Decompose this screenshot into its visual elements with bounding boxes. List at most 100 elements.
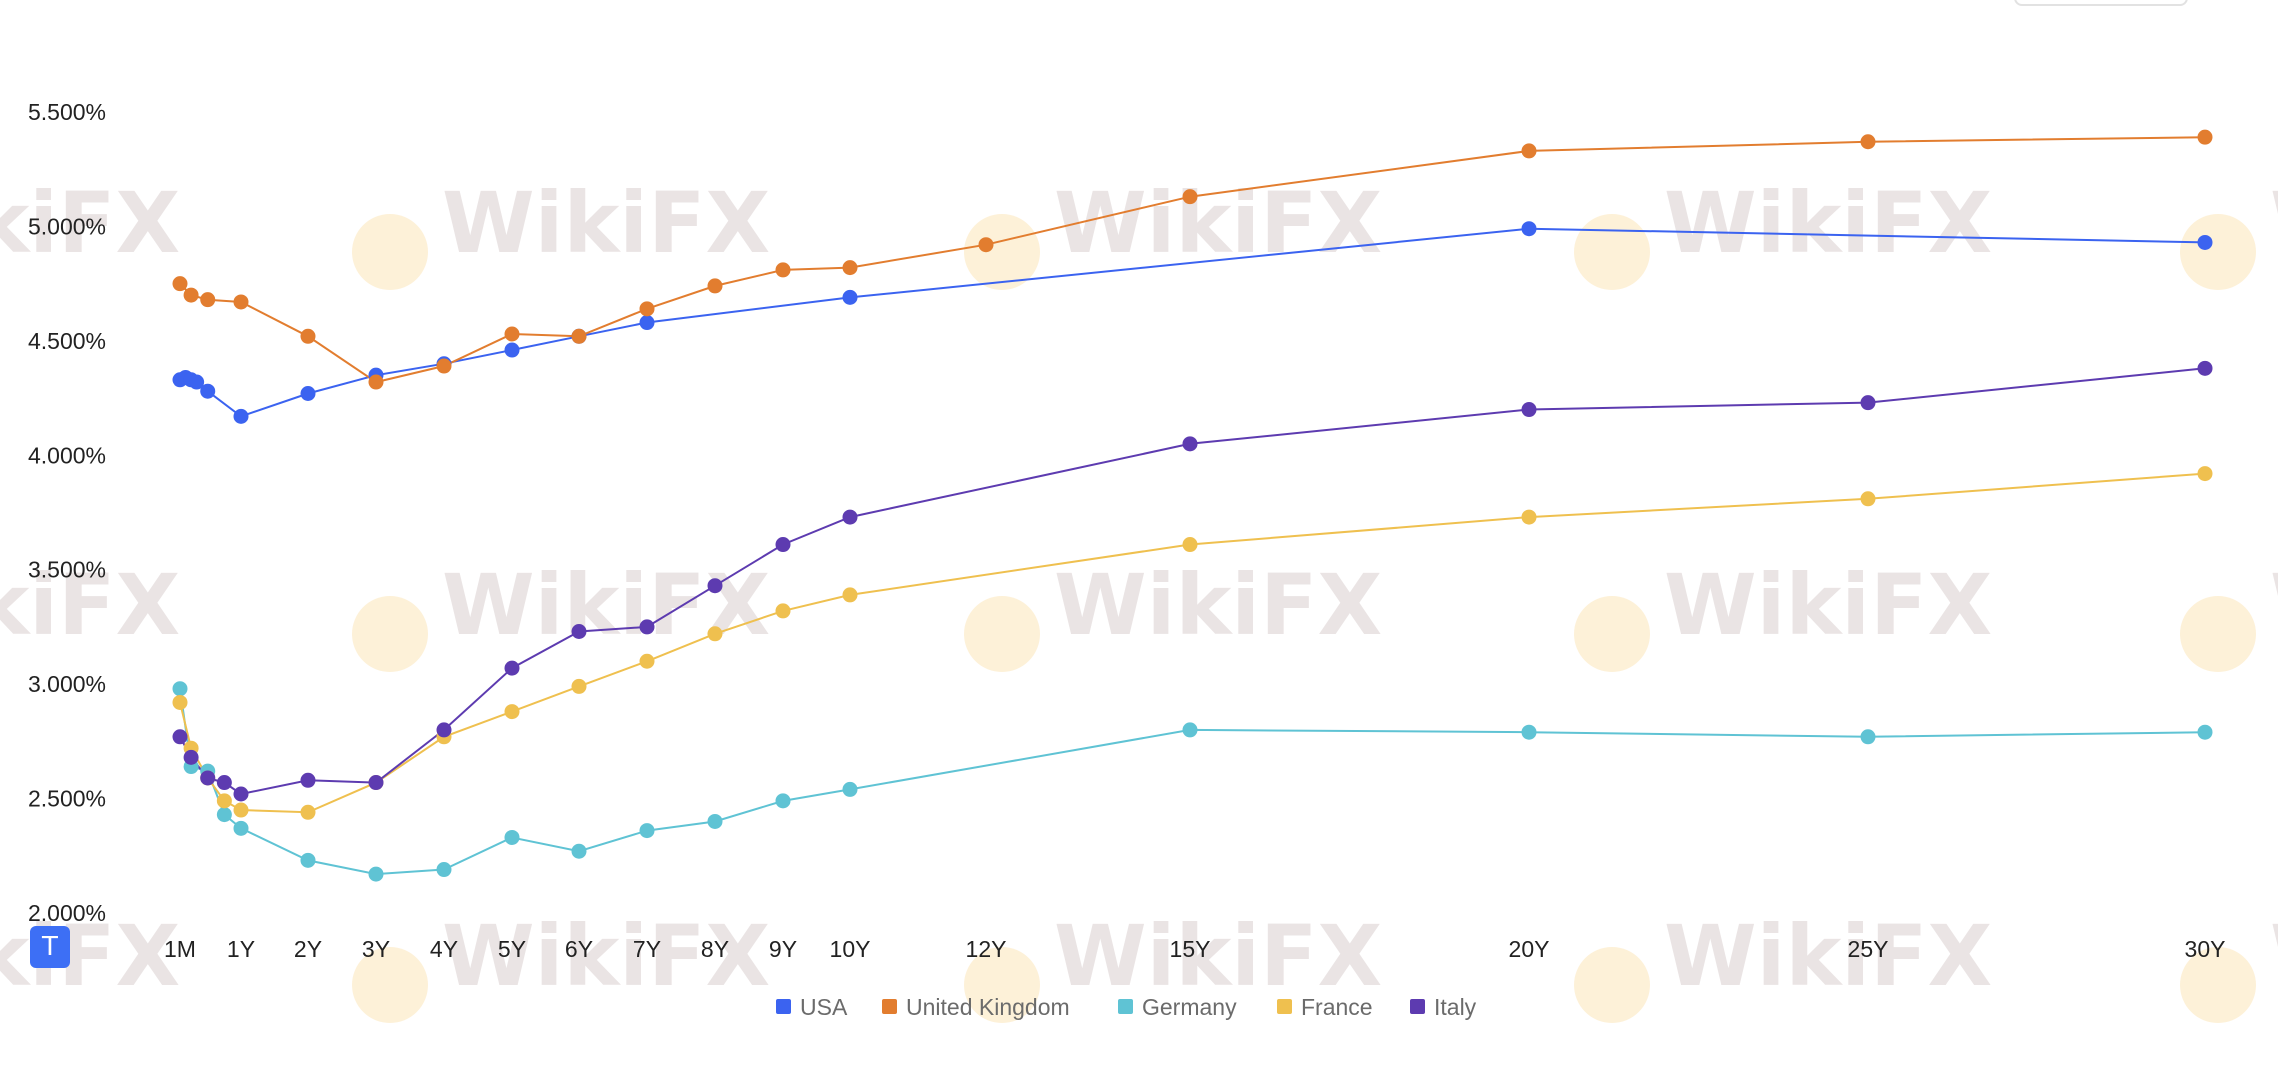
data-point-italy[interactable] [504,660,520,676]
data-point-france[interactable] [2197,466,2213,482]
data-point-italy[interactable] [200,770,216,786]
data-point-germany[interactable] [639,823,655,839]
legend[interactable]: USA United Kingdom Germany France Italy [776,994,1477,1020]
data-point-germany[interactable] [300,852,316,868]
data-point-germany[interactable] [1182,722,1198,738]
y-tick-label: 4.500% [28,328,106,354]
t-badge-button[interactable]: T [30,926,70,968]
data-point-germany[interactable] [571,843,587,859]
data-point-italy[interactable] [183,749,199,765]
data-point-france[interactable] [639,653,655,669]
data-point-united-kingdom[interactable] [172,276,188,292]
watermark: WikiFX [964,556,1382,672]
legend-item-germany[interactable]: Germany [1118,994,1237,1020]
data-point-united-kingdom[interactable] [978,237,994,253]
data-point-italy[interactable] [707,578,723,594]
data-point-germany[interactable] [2197,724,2213,740]
data-point-germany[interactable] [504,829,520,845]
data-point-italy[interactable] [1521,402,1537,418]
data-point-germany[interactable] [842,781,858,797]
watermark-logo-icon [2180,214,2256,290]
x-tick-label: 9Y [769,936,797,962]
x-tick-label: 2Y [294,936,322,962]
legend-swatch [776,999,791,1014]
data-point-germany[interactable] [436,862,452,878]
data-point-usa[interactable] [639,315,655,331]
data-point-italy[interactable] [233,786,249,802]
watermark-logo-icon [352,214,428,290]
legend-swatch [1410,999,1425,1014]
legend-item-united-kingdom[interactable]: United Kingdom [882,994,1070,1020]
watermark-logo-icon [1574,947,1650,1023]
data-point-united-kingdom[interactable] [571,328,587,344]
data-point-united-kingdom[interactable] [2197,129,2213,145]
data-point-italy[interactable] [639,619,655,635]
data-point-united-kingdom[interactable] [504,326,520,342]
data-point-italy[interactable] [436,722,452,738]
data-point-united-kingdom[interactable] [1182,189,1198,205]
data-point-italy[interactable] [2197,360,2213,376]
data-point-germany[interactable] [172,681,188,697]
y-tick-label: 3.500% [28,557,106,583]
data-point-italy[interactable] [842,509,858,525]
data-point-usa[interactable] [842,289,858,305]
legend-swatch [882,999,897,1014]
data-point-united-kingdom[interactable] [200,292,216,308]
data-point-united-kingdom[interactable] [1521,143,1537,159]
legend-item-france[interactable]: France [1277,994,1373,1020]
watermark-text: WikiFX [1664,556,1992,654]
data-point-usa[interactable] [200,383,216,399]
data-point-germany[interactable] [1521,724,1537,740]
data-point-france[interactable] [1182,537,1198,553]
data-point-united-kingdom[interactable] [183,287,199,303]
data-point-united-kingdom[interactable] [436,358,452,374]
data-point-germany[interactable] [707,813,723,829]
data-point-usa[interactable] [2197,234,2213,250]
data-point-france[interactable] [842,587,858,603]
data-point-italy[interactable] [216,775,232,791]
data-point-usa[interactable] [233,408,249,424]
data-point-germany[interactable] [368,866,384,882]
data-point-united-kingdom[interactable] [639,301,655,317]
data-point-italy[interactable] [172,729,188,745]
data-point-france[interactable] [1860,491,1876,507]
data-point-italy[interactable] [368,775,384,791]
data-point-france[interactable] [216,793,232,809]
data-point-france[interactable] [775,603,791,619]
data-point-united-kingdom[interactable] [707,278,723,294]
legend-item-italy[interactable]: Italy [1410,994,1477,1020]
series-line-germany [179,688,2206,876]
data-point-germany[interactable] [775,793,791,809]
data-point-united-kingdom[interactable] [300,328,316,344]
data-point-united-kingdom[interactable] [1860,134,1876,150]
data-point-italy[interactable] [775,537,791,553]
data-point-france[interactable] [571,678,587,694]
data-point-italy[interactable] [1182,436,1198,452]
data-point-usa[interactable] [300,385,316,401]
data-point-usa[interactable] [189,374,205,390]
data-point-united-kingdom[interactable] [368,374,384,390]
data-point-united-kingdom[interactable] [775,262,791,278]
data-point-france[interactable] [504,704,520,720]
data-point-germany[interactable] [233,820,249,836]
data-point-united-kingdom[interactable] [842,260,858,276]
watermark-logo-icon [352,947,428,1023]
data-point-france[interactable] [233,802,249,818]
data-point-italy[interactable] [300,772,316,788]
data-point-france[interactable] [300,804,316,820]
data-point-usa[interactable] [1521,221,1537,237]
legend-label: United Kingdom [906,994,1070,1020]
watermark-logo-icon [964,214,1040,290]
data-point-germany[interactable] [216,807,232,823]
x-tick-label: 20Y [1509,936,1550,962]
data-point-united-kingdom[interactable] [233,294,249,310]
data-point-germany[interactable] [1860,729,1876,745]
data-point-france[interactable] [707,626,723,642]
data-point-italy[interactable] [571,624,587,640]
data-point-france[interactable] [1521,509,1537,525]
data-point-usa[interactable] [504,342,520,358]
watermark: WikiFX [1574,907,1992,1023]
data-point-france[interactable] [172,694,188,710]
data-point-italy[interactable] [1860,395,1876,411]
legend-item-usa[interactable]: USA [776,994,848,1020]
